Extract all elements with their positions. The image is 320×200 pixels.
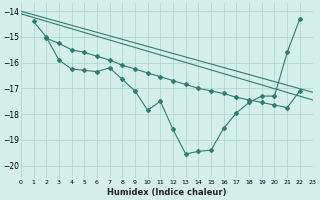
X-axis label: Humidex (Indice chaleur): Humidex (Indice chaleur)	[107, 188, 227, 197]
